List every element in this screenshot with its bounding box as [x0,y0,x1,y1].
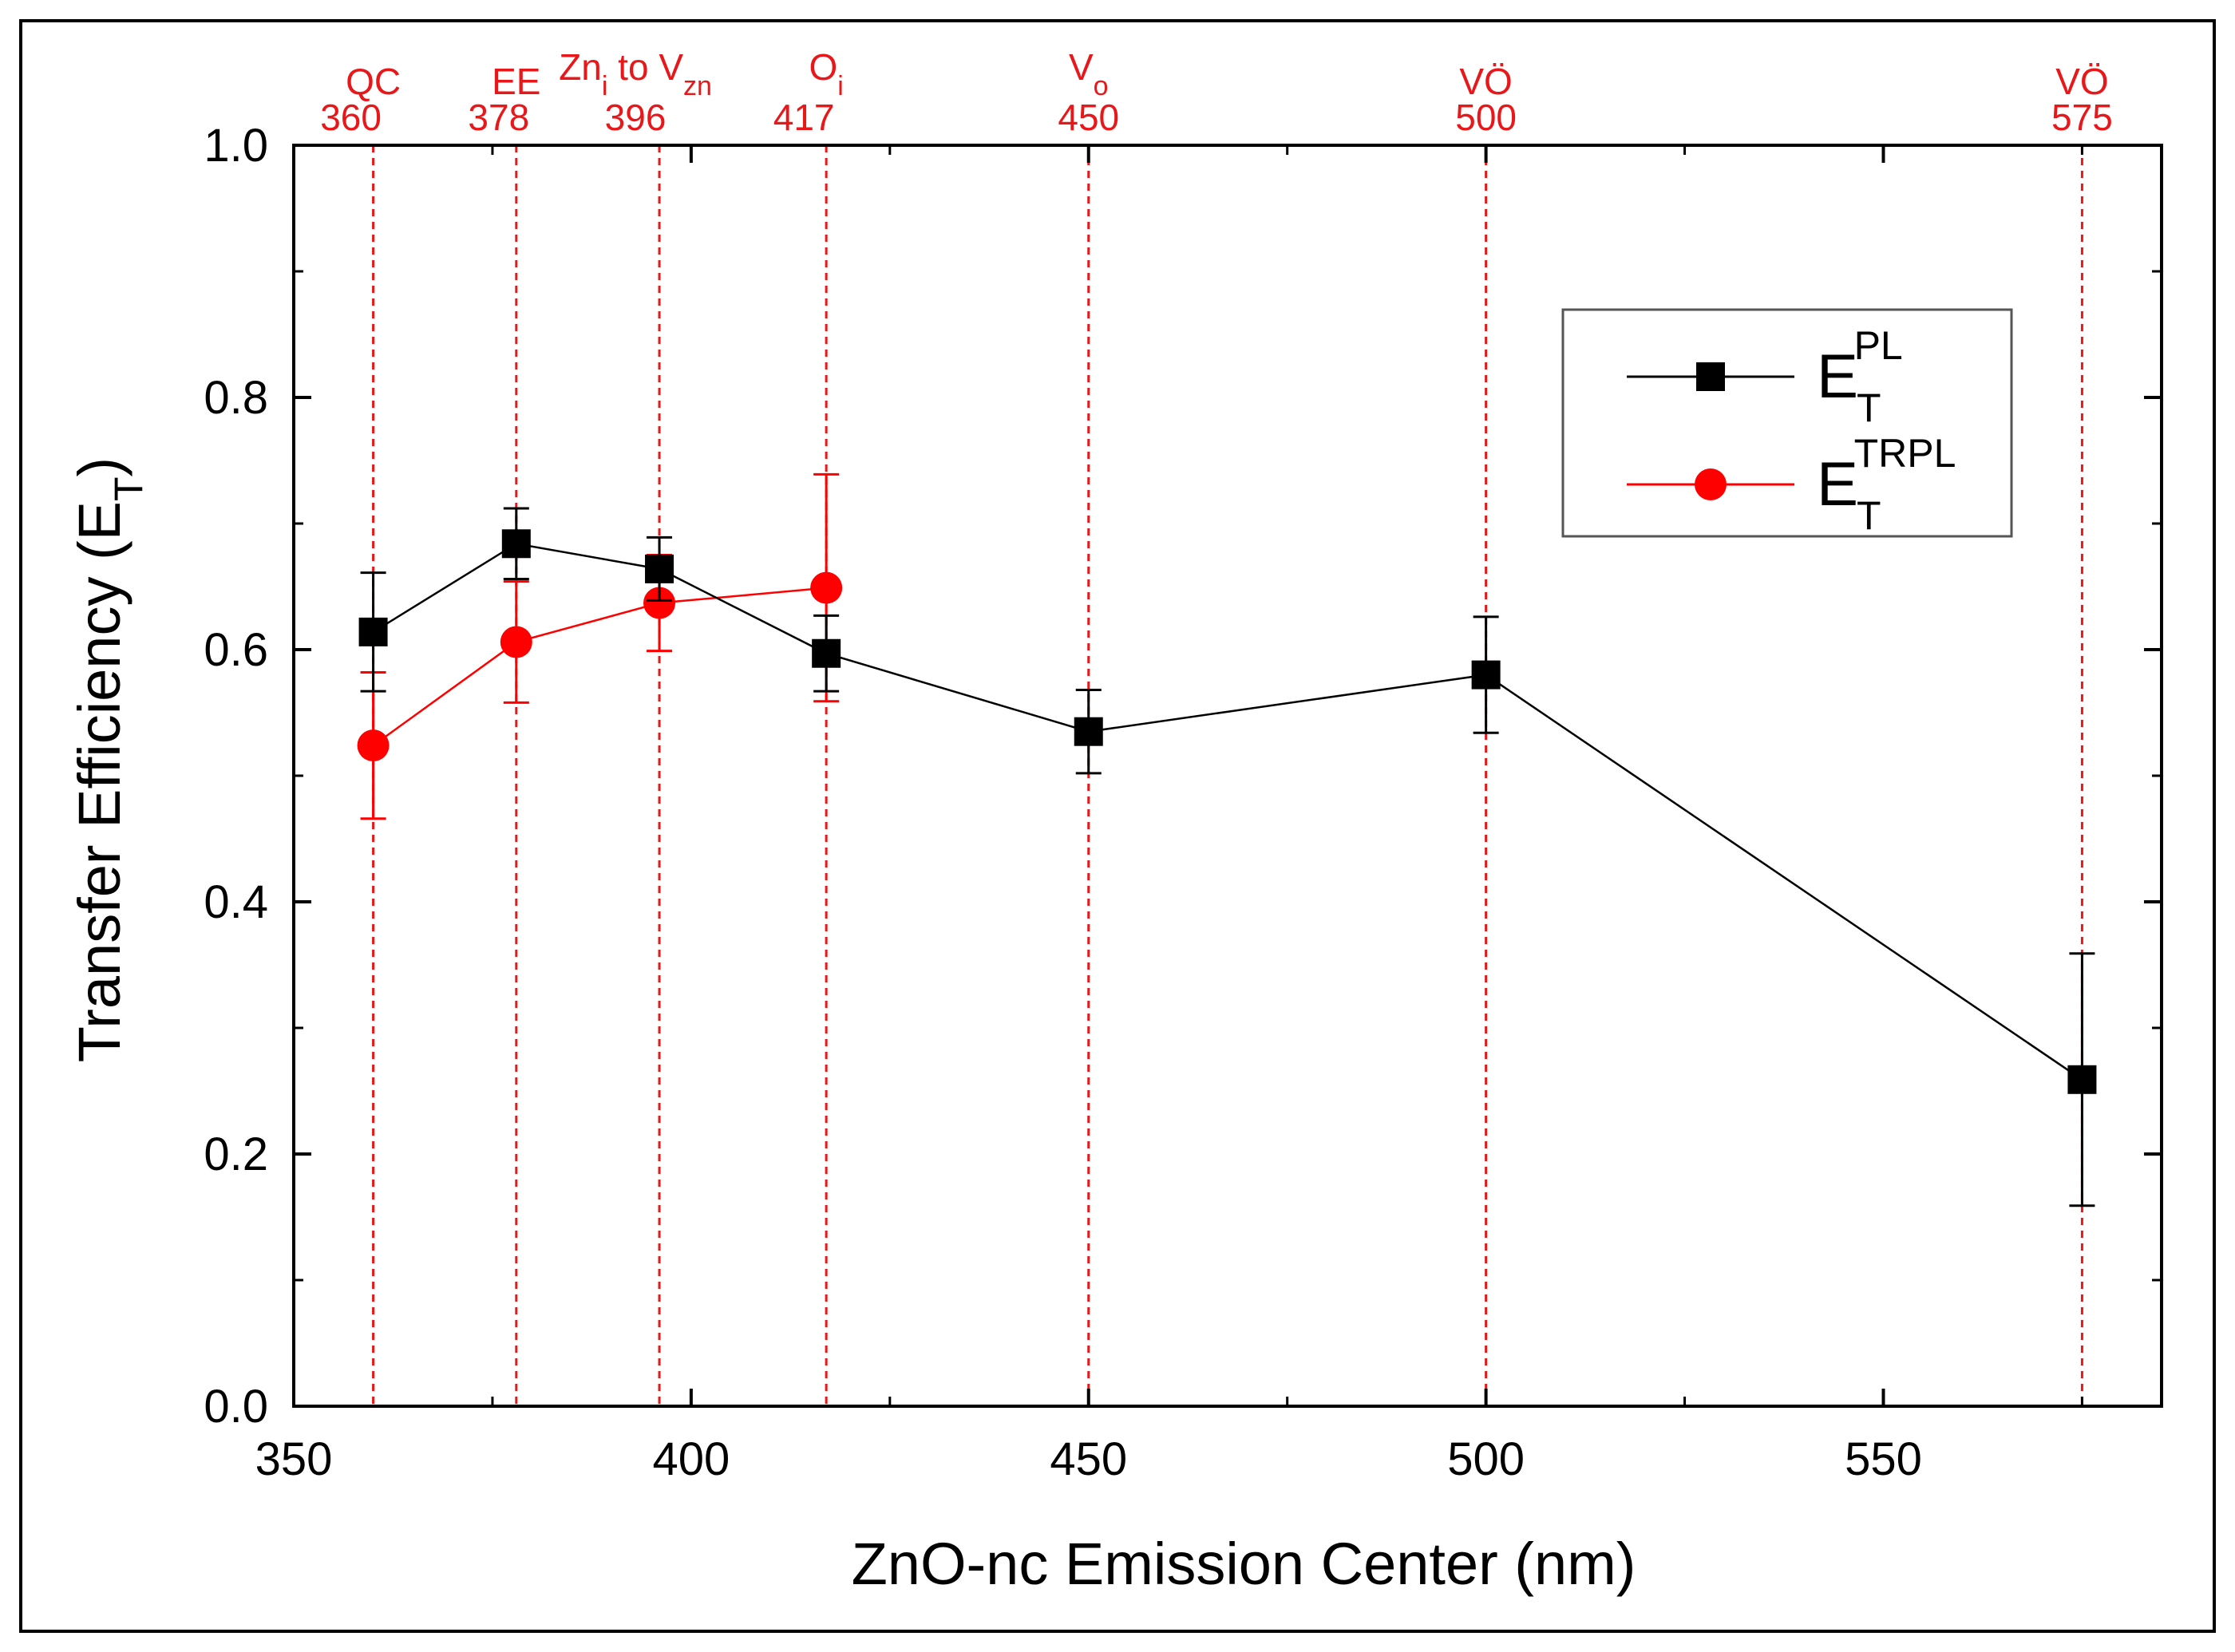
legend-label: ET TRPL [1817,431,1956,538]
y-tick-label: 0.6 [204,624,268,676]
series-layer [357,472,2097,1207]
data-point [500,626,532,658]
legend-label-main: E [1817,341,1858,411]
reference-label-main: O [809,46,837,88]
data-point [643,587,676,619]
y-tick-label: 0.0 [204,1381,268,1433]
x-tick-label: 450 [1050,1433,1127,1485]
reference-lines [372,145,2083,1406]
reference-value: 500 [1455,97,1517,138]
reference-label-main: VÖ [1459,61,1512,102]
reference-label-sub: o [1094,71,1109,101]
reference-value: 378 [468,97,529,138]
reference-label-mid: to V [607,46,683,88]
y-axis-title: Transfer Efficiency (ET) [66,457,151,1062]
reference-value: 575 [2051,97,2113,138]
reference-value: 360 [320,97,382,138]
data-point [358,617,388,646]
data-point [645,554,674,583]
data-point [357,729,390,762]
reference-label-main: Zn [559,46,602,88]
y-tick-label: 0.4 [204,876,268,928]
legend-label: ET PL [1817,323,1903,430]
reference-label: Oi [809,46,843,101]
legend-entry: ET TRPL [1627,431,1956,538]
reference-label-sub2: zn [683,71,712,101]
data-point [501,529,531,559]
legend-label-sub: T [1857,493,1881,538]
legend-label-sup: PL [1854,323,1903,368]
series-line [372,587,827,747]
reference-label: QC [346,61,401,102]
figure-frame [19,19,2216,1633]
legend-marker [1695,468,1727,500]
reference-label-sub: i [602,71,608,101]
data-point [812,638,841,668]
reference-label-sub: i [837,71,844,101]
y-axis-title-main: Transfer Efficiency (E [66,501,133,1062]
data-point [2067,1065,2097,1094]
x-tick-label: 350 [255,1433,333,1485]
x-tick-label: 550 [1845,1433,1922,1485]
data-point [1471,660,1501,690]
series-pl [358,507,2097,1207]
y-axis-title-close: ) [66,457,133,477]
x-tick-label: 500 [1447,1433,1525,1485]
reference-label: Zni to Vzn [559,46,712,101]
series-trpl [357,472,843,820]
y-axis-title-sub: T [106,476,151,501]
legend-label-sub: T [1857,385,1881,430]
y-tick-label: 0.8 [204,372,268,424]
reference-value: 396 [605,97,667,138]
data-point [1074,717,1103,746]
y-tick-label: 0.2 [204,1128,268,1180]
legend-entry: ET PL [1627,323,1903,430]
reference-label: VÖ [2055,61,2108,102]
reference-label-main: QC [346,61,401,102]
x-tick-label: 400 [652,1433,730,1485]
reference-value: 450 [1058,97,1119,138]
axes: 350 400 450 500 550 0.0 0.2 0.4 0.6 0.8 1.0 [204,120,2163,1485]
legend-label-main: E [1817,449,1858,519]
reference-value: 417 [773,97,835,138]
data-point [810,571,843,604]
legend-marker [1696,362,1725,391]
reference-label-main: VÖ [2055,61,2108,102]
reference-label: EE [492,61,540,102]
reference-label: VÖ [1459,61,1512,102]
legend-box [1561,308,2013,538]
y-tick-label: 1.0 [204,120,268,172]
reference-label-main: EE [492,61,540,102]
series-line [372,542,2083,1081]
x-axis-title: ZnO-nc Emission Center (nm) [852,1531,1636,1597]
reference-label-main: V [1069,46,1094,88]
legend-label-sup: TRPL [1854,431,1956,476]
reference-label: Vo [1069,46,1109,101]
